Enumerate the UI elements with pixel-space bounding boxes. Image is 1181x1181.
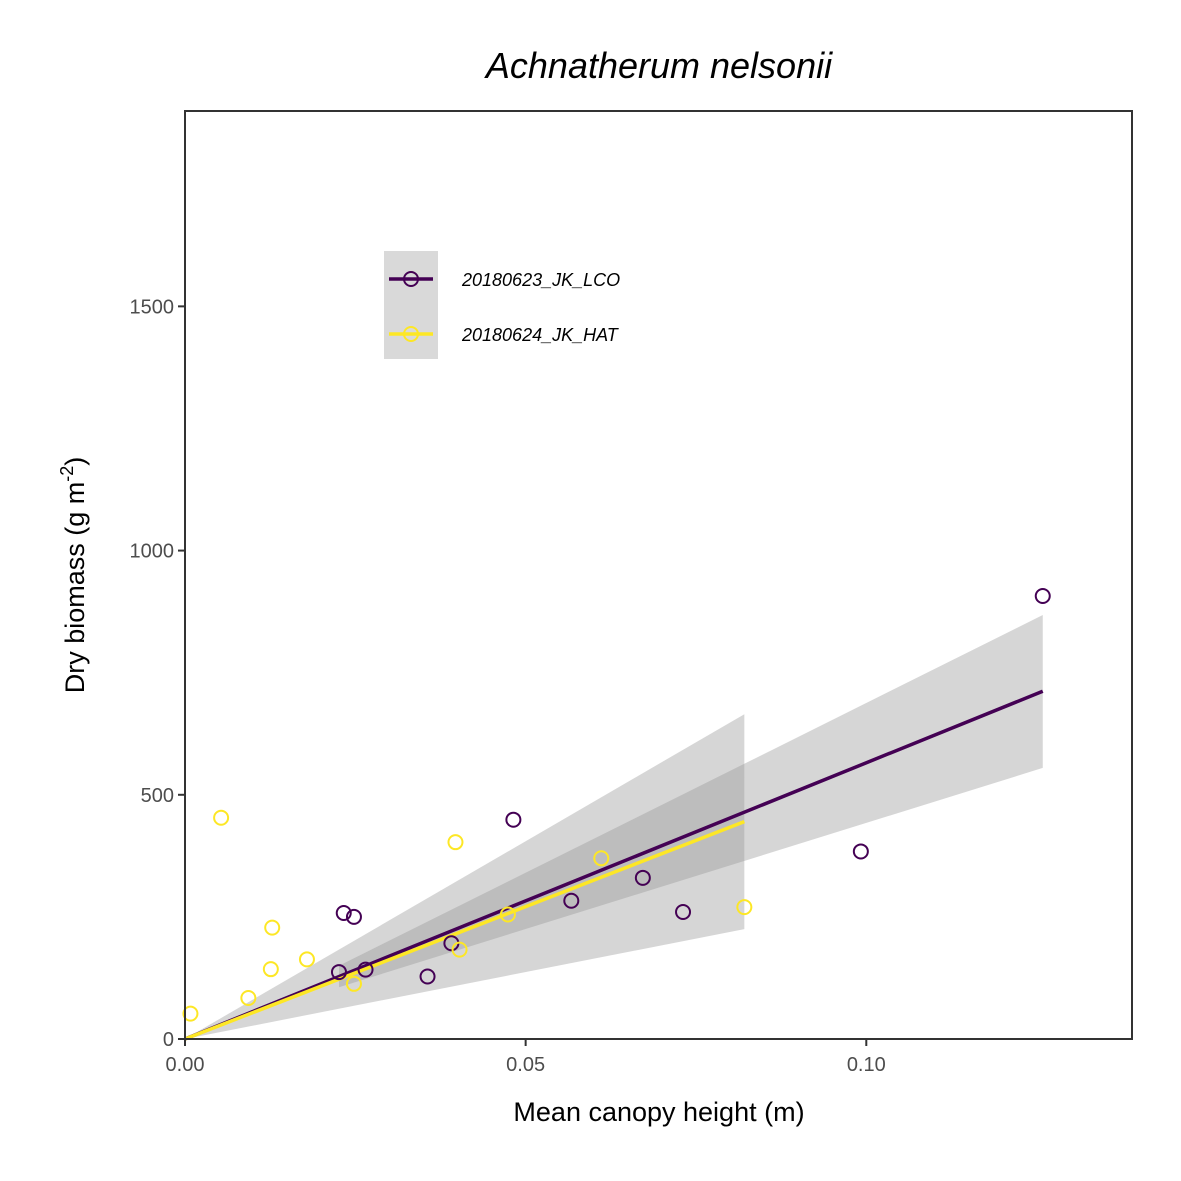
legend: 20180623_JK_LCO 20180624_JK_HAT — [384, 251, 620, 359]
data-point-series-1 — [357, 961, 374, 978]
x-tick-label: 0.10 — [847, 1054, 886, 1076]
x-axis-title: Mean canopy height (m) — [513, 1097, 804, 1127]
y-tick-label: 0 — [163, 1029, 174, 1051]
y-axis-title-main: Dry biomass (g m — [60, 482, 90, 694]
data-point-series-2 — [213, 809, 230, 826]
data-point-series-2 — [447, 834, 464, 851]
data-point-series-2 — [593, 850, 610, 867]
chart-title: Achnatherum nelsonii — [484, 45, 833, 86]
legend-key-background — [384, 251, 438, 359]
confidence-band-2 — [185, 714, 745, 1039]
data-point-series-1 — [563, 892, 580, 909]
y-tick-label: 1500 — [130, 296, 175, 318]
data-point-series-2 — [264, 919, 281, 936]
legend-label-2: 20180624_JK_HAT — [461, 325, 620, 345]
data-point-series-1 — [505, 811, 522, 828]
data-point-series-1 — [330, 964, 347, 981]
x-tick-label: 0.00 — [166, 1054, 205, 1076]
legend-marker-2 — [403, 326, 419, 342]
data-point-series-1 — [345, 908, 362, 925]
data-point-series-1 — [1034, 588, 1051, 605]
data-point-series-1 — [675, 904, 692, 921]
data-point-series-2 — [451, 941, 468, 958]
data-point-series-1 — [419, 968, 436, 985]
data-point-series-2 — [298, 951, 315, 968]
x-tick-label: 0.05 — [506, 1054, 545, 1076]
fit-line-2 — [184, 820, 745, 1041]
data-points — [182, 588, 1051, 1022]
data-point-series-2 — [345, 975, 362, 992]
fit-line-1 — [184, 689, 1044, 1041]
x-axis: 0.00 0.05 0.10 — [166, 1039, 886, 1076]
plot-panel-border — [184, 110, 1133, 1040]
data-point-series-1 — [335, 904, 352, 921]
confidence-band-1 — [338, 615, 1043, 988]
y-axis: 0 500 1000 1500 — [130, 296, 185, 1051]
data-point-series-2 — [499, 906, 516, 923]
y-axis-title-close: ) — [60, 457, 90, 466]
data-point-series-1 — [852, 843, 869, 860]
y-tick-label: 500 — [141, 785, 174, 807]
data-point-series-2 — [736, 899, 753, 916]
legend-marker-1 — [403, 271, 419, 287]
fit-lines — [184, 689, 1044, 1041]
data-point-series-2 — [240, 989, 257, 1006]
confidence-bands — [185, 615, 1043, 1039]
data-point-series-1 — [634, 869, 651, 886]
legend-label-1: 20180623_JK_LCO — [461, 270, 620, 290]
data-point-series-2 — [182, 1005, 199, 1022]
y-axis-title-exponent: -2 — [57, 466, 77, 482]
data-point-series-2 — [262, 961, 279, 978]
y-tick-label: 1000 — [130, 541, 175, 563]
y-axis-title: Dry biomass (g m-2) — [57, 457, 90, 694]
